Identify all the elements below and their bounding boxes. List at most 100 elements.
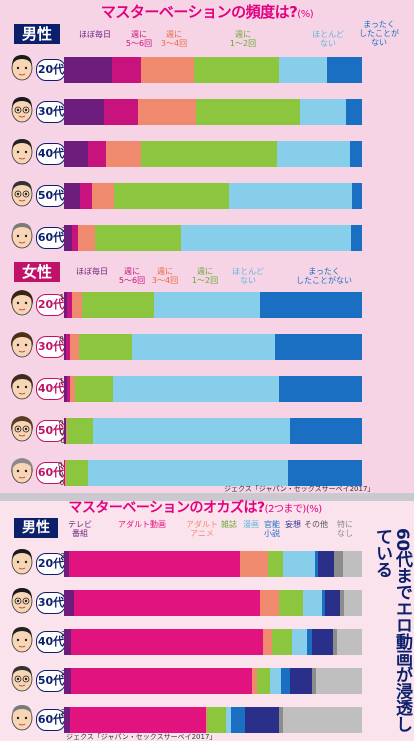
bar-segment [350, 225, 362, 251]
legend-label: まったく したことが ない [359, 20, 399, 47]
bar-segment [64, 590, 75, 616]
bar-segment [260, 292, 362, 318]
bar-segment [79, 334, 133, 360]
bar-segment [278, 376, 362, 402]
stacked-bar [64, 418, 362, 444]
bar-segment [64, 551, 70, 577]
face-icon [8, 178, 36, 208]
side-title: 60代までエロ動画が浸透している [372, 528, 412, 733]
bar-segment [64, 141, 89, 167]
bar-segment [70, 629, 264, 655]
bar-segment [74, 590, 260, 616]
bar-segment [350, 141, 362, 167]
bar-segment [207, 707, 226, 733]
bar-segment [141, 141, 278, 167]
bar-segment [193, 57, 280, 83]
bar-segment [64, 460, 66, 486]
face-icon [8, 287, 36, 317]
age-label: 50代 [36, 670, 66, 692]
bar-segment [69, 376, 75, 402]
bar-segment [132, 334, 275, 360]
stacked-bar [64, 57, 362, 83]
bar-segment [271, 629, 292, 655]
age-label: 60代 [36, 709, 66, 731]
legend-label: 週に 3〜4回 [151, 267, 179, 285]
legend-label: ほとんど ない [232, 267, 264, 285]
bar-segment [289, 418, 362, 444]
bar-segment [111, 57, 142, 83]
bar-segment [75, 376, 113, 402]
bar-segment [303, 590, 322, 616]
bar-segment [65, 460, 67, 486]
bar-segment [282, 551, 316, 577]
bar-segment [91, 183, 115, 209]
stacked-bar [64, 629, 362, 655]
age-label: 40代 [36, 378, 66, 400]
face-icon [8, 329, 36, 359]
legend-label: アダルト動画 [118, 520, 166, 529]
face-icon [8, 585, 36, 615]
bar-segment [306, 629, 312, 655]
bar-segment [263, 629, 272, 655]
legend-label: テレビ 番組 [68, 520, 92, 538]
bar-segment [346, 99, 362, 125]
bar-segment [299, 99, 347, 125]
bar-segment [228, 183, 353, 209]
bar-segment [333, 629, 338, 655]
stacked-bar [64, 551, 362, 577]
bar-segment [154, 292, 261, 318]
stacked-bar [64, 376, 362, 402]
face-icon [8, 624, 36, 654]
bar-segment [67, 418, 93, 444]
bar-segment [77, 225, 95, 251]
bar-segment [114, 183, 229, 209]
bar-segment [72, 292, 82, 318]
bar-segment [112, 376, 279, 402]
bar-segment [333, 551, 344, 577]
face-icon [8, 413, 36, 443]
bar-segment [326, 57, 362, 83]
bar-segment [65, 418, 68, 444]
bar-segment [321, 590, 325, 616]
legend-label: ほとんど ない [312, 30, 344, 48]
bar-segment [343, 551, 362, 577]
bar-segment [311, 629, 334, 655]
stacked-bar [64, 590, 362, 616]
age-label: 30代 [36, 592, 66, 614]
bar-segment [278, 590, 304, 616]
legend-label: 雑誌 [221, 520, 237, 529]
age-label: 20代 [36, 553, 66, 575]
value-label: 0.0 [58, 461, 69, 469]
bar-segment [279, 57, 327, 83]
bar-segment [283, 707, 362, 733]
bar-segment [64, 418, 66, 444]
legend-label: まったく したことがない [296, 267, 352, 285]
bar-segment [344, 590, 362, 616]
stacked-bar [64, 292, 362, 318]
bar-segment [318, 551, 334, 577]
bar-segment [66, 334, 70, 360]
bar-segment [64, 707, 71, 733]
legend-label: ほぼ毎日 [79, 30, 111, 39]
bar-segment [290, 668, 313, 694]
bar-segment [287, 460, 362, 486]
bar-segment [64, 183, 80, 209]
legend-label: 週に 5〜6回 [125, 30, 153, 48]
face-icon [8, 94, 36, 124]
bar-segment [312, 668, 316, 694]
face-icon [8, 663, 36, 693]
source-note: ジェクス「ジャパン・セックスサーベイ2017」 [224, 485, 375, 493]
face-icon [8, 52, 36, 82]
bar-segment [66, 460, 88, 486]
bar-segment [315, 551, 319, 577]
stacked-bar [64, 668, 362, 694]
bar-segment [340, 590, 345, 616]
legend-label: 官能 小説 [264, 520, 280, 538]
bar-segment [196, 99, 300, 125]
bar-segment [268, 551, 283, 577]
stacked-bar [64, 141, 362, 167]
bar-segment [88, 141, 106, 167]
bar-segment [106, 141, 142, 167]
legend-label: 妄想 [285, 520, 301, 529]
bar-segment [231, 707, 246, 733]
